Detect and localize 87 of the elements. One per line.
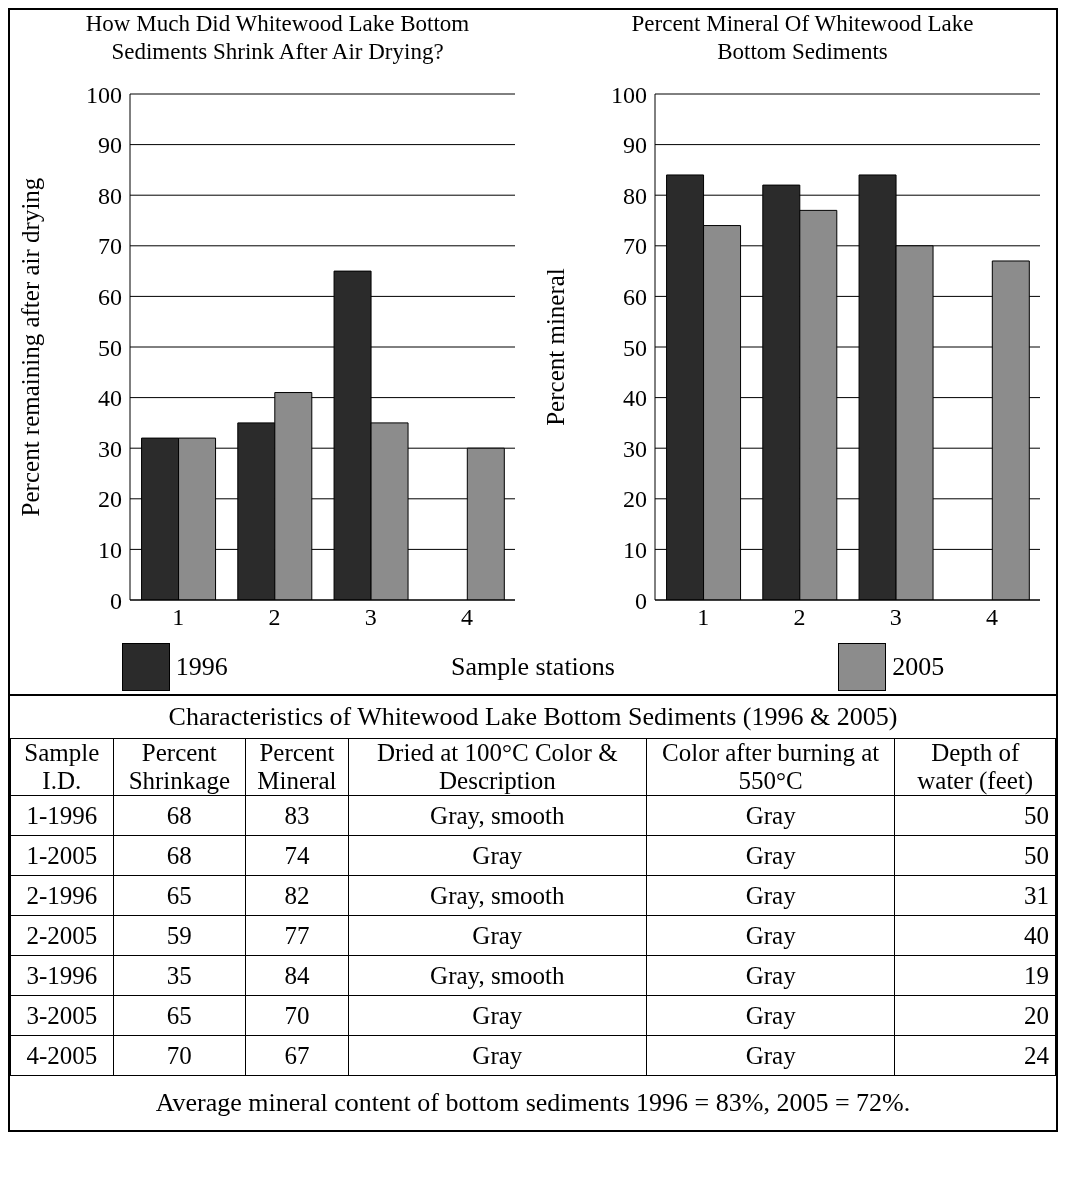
- y-tick-label: 80: [98, 182, 122, 209]
- text: 31: [1024, 881, 1049, 909]
- text: 24: [1024, 1041, 1049, 1069]
- text: 83: [284, 801, 310, 829]
- y-tick-label: 70: [623, 233, 647, 260]
- text: Gray: [472, 1001, 523, 1029]
- text: 67: [284, 1041, 310, 1069]
- y-tick-label: 80: [623, 182, 647, 209]
- y-tick-label: 0: [635, 587, 647, 614]
- text: Gray, smooth: [430, 801, 565, 829]
- y-tick-label: 10: [623, 536, 647, 563]
- text: 70: [284, 1001, 310, 1029]
- x-tick-label: 3: [364, 604, 377, 631]
- y-tick-label: 90: [98, 132, 122, 159]
- category-label: Percent Mineral: [245, 738, 349, 796]
- text: 50: [1024, 801, 1049, 829]
- y-tick-label: 70: [98, 233, 122, 260]
- category-label: 3-2005: [26, 1001, 98, 1029]
- text: Characteristics of Whitewood Lake Bottom Sediments (1996 & 2005): [167, 701, 899, 733]
- category-label: Depth of water (feet): [894, 738, 1056, 796]
- x-tick-label: 4: [985, 604, 998, 631]
- text: Gray: [745, 881, 796, 909]
- text: 68: [166, 841, 192, 869]
- x-tick-label: 1: [697, 604, 710, 631]
- x-tick-label: 4: [460, 604, 473, 631]
- text: 82: [284, 881, 310, 909]
- category-label: 4-2005: [26, 1041, 98, 1069]
- text: 20: [1024, 1001, 1049, 1029]
- y-tick-label: 40: [98, 385, 122, 412]
- text: Gray: [472, 921, 523, 949]
- category-label: Sample I.D.: [10, 738, 114, 796]
- text: 77: [284, 921, 310, 949]
- y-tick-label: 40: [623, 385, 647, 412]
- text: 74: [284, 841, 310, 869]
- text: 65: [166, 881, 192, 909]
- category-label: 1-2005: [26, 841, 98, 869]
- text: Gray: [745, 801, 796, 829]
- x-tick-label: 1: [172, 604, 185, 631]
- text: 35: [166, 961, 192, 989]
- text: Gray: [472, 841, 523, 869]
- y-tick-label: 30: [623, 435, 647, 462]
- text: Gray, smooth: [430, 881, 565, 909]
- y-tick-label: 60: [623, 283, 647, 310]
- y-tick-label: 90: [623, 132, 647, 159]
- y-tick-label: 50: [623, 334, 647, 361]
- x-tick-label: 2: [268, 604, 281, 631]
- text: 68: [166, 801, 192, 829]
- y-tick-label: 30: [98, 435, 122, 462]
- text: Gray, smooth: [430, 961, 565, 989]
- text: 84: [284, 961, 310, 989]
- text: Gray: [745, 961, 796, 989]
- text: Gray: [745, 841, 796, 869]
- y-tick-label: 10: [98, 536, 122, 563]
- y-tick-label: 20: [98, 486, 122, 513]
- y-axis-title: Percent mineral: [541, 268, 569, 426]
- text: 19: [1024, 961, 1049, 989]
- legend-label: 1996: [175, 652, 228, 682]
- category-label: 2-2005: [26, 921, 98, 949]
- chart-title: Percent Mineral Of Whitewood Lake Bottom Sediments: [630, 10, 975, 66]
- y-tick-label: 0: [110, 587, 122, 614]
- text: 40: [1024, 921, 1049, 949]
- text: Gray: [472, 1041, 523, 1069]
- x-tick-label: 2: [793, 604, 806, 631]
- x-axis-title: Sample stations: [451, 652, 615, 682]
- y-tick-label: 100: [86, 81, 122, 108]
- y-tick-label: 20: [623, 486, 647, 513]
- category-label: 2-1996: [26, 881, 98, 909]
- x-tick-label: 3: [889, 604, 902, 631]
- text: 50: [1024, 841, 1049, 869]
- text: 65: [166, 1001, 192, 1029]
- text: Gray: [745, 921, 796, 949]
- category-label: 3-1996: [26, 961, 98, 989]
- chart-title: How Much Did Whitewood Lake Bottom Sediments Shrink After Air Drying?: [84, 10, 471, 66]
- y-tick-label: 50: [98, 334, 122, 361]
- text: Gray: [745, 1001, 796, 1029]
- text: 70: [166, 1041, 192, 1069]
- category-label: Dried at 100°C Color & Description: [348, 738, 647, 796]
- y-tick-label: 100: [611, 81, 647, 108]
- y-tick-label: 60: [98, 283, 122, 310]
- legend-label: 2005: [892, 652, 945, 682]
- text: Average mineral content of bottom sediments 1996 = 83%, 2005 = 72%.: [154, 1087, 912, 1119]
- text: Gray: [745, 1041, 796, 1069]
- category-label: Percent Shrinkage: [113, 738, 246, 796]
- y-axis-title: Percent remaining after air drying: [16, 177, 44, 517]
- text: 59: [166, 921, 192, 949]
- category-label: 1-1996: [26, 801, 98, 829]
- category-label: Color after burning at 550°C: [646, 738, 895, 796]
